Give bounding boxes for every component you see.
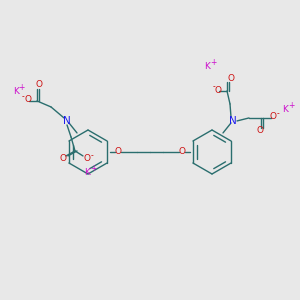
Text: O: O	[59, 154, 67, 164]
Text: O: O	[269, 112, 277, 122]
Text: K: K	[282, 105, 288, 114]
Text: O: O	[83, 154, 91, 164]
Text: O: O	[227, 74, 235, 83]
Text: O: O	[214, 86, 221, 95]
Text: +: +	[18, 83, 24, 92]
Text: -: -	[91, 152, 93, 160]
Text: -: -	[277, 110, 279, 118]
Text: +: +	[90, 164, 96, 173]
Text: O: O	[35, 80, 43, 89]
Text: +: +	[210, 58, 216, 68]
Text: O: O	[25, 95, 32, 104]
Text: N: N	[63, 116, 71, 126]
Text: K: K	[13, 87, 19, 96]
Text: -: -	[213, 82, 215, 91]
Text: N: N	[229, 116, 237, 126]
Text: K: K	[84, 168, 90, 177]
Text: O: O	[178, 148, 185, 157]
Text: O: O	[115, 148, 122, 157]
Text: K: K	[204, 62, 210, 71]
Text: +: +	[288, 101, 294, 110]
Text: O: O	[256, 126, 263, 135]
Text: -: -	[22, 92, 24, 101]
